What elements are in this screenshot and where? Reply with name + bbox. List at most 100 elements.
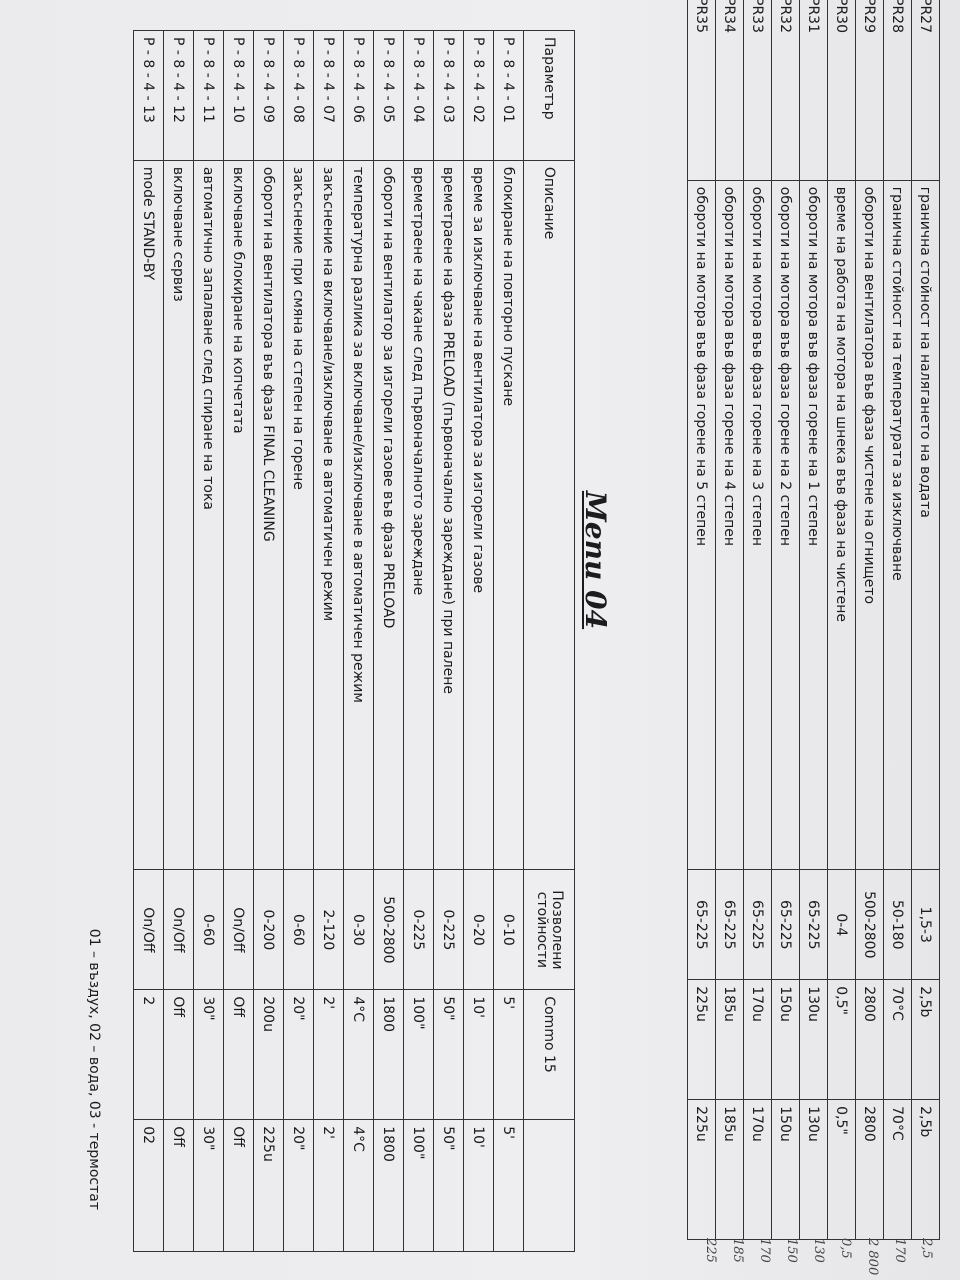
commo-15-cell: 4°C (343, 989, 374, 1120)
commo-15-cell: 1800 (373, 989, 404, 1120)
table-row: P - 8 - 4 - 04 времетраене на чакане след… (403, 30, 434, 1252)
allowed-values-cell: On/Off (133, 869, 164, 990)
table-row: P - 8 - 4 - 01 блокиране на повторно пуск… (493, 30, 524, 1252)
parameter-cell: P - 8 - 4 - 11 (193, 30, 224, 161)
value-cell: 2800 (855, 979, 884, 1100)
parameter-cell: P - 8 - 4 - 13 (133, 30, 164, 161)
description-cell: закъснение на включване/изключване в авт… (313, 160, 344, 870)
table-row: P - 8 - 4 - 11 автоматично запалване след… (193, 30, 224, 1252)
value-cell: 70°C (883, 979, 912, 1100)
allowed-values-cell: 0-20 (463, 869, 494, 990)
allowed-values-cell: 0-60 (193, 869, 224, 990)
extra-value-cell: 10' (463, 1119, 494, 1252)
table-row: P - 8 - 4 - 02 време за изключване на вен… (463, 30, 494, 1252)
parameter-cell: P - 8 - 4 - 10 (223, 30, 254, 161)
commo-15-cell: 200u (253, 989, 284, 1120)
header-description: Описание (523, 160, 575, 870)
handwritten-note: 2,5 (919, 1238, 934, 1259)
value-cell: 170u (743, 979, 772, 1100)
allowed-values-cell: 0-225 (403, 869, 434, 990)
value-cell-2: 130u (799, 1099, 828, 1240)
parameter-cell: PR33 (743, 0, 772, 181)
description-cell: обороти на мотора във фаза горене на 5 с… (687, 180, 716, 870)
value-cell-2: 2,5b (911, 1099, 940, 1240)
parameter-cell: P - 8 - 4 - 08 (283, 30, 314, 161)
header-commo-15: Commo 15 (523, 989, 575, 1120)
parameter-cell: P - 8 - 4 - 02 (463, 30, 494, 161)
upper-parameter-table: PR27 гранична стойност на налягането на в… (687, 0, 940, 1240)
extra-value-cell: 5' (493, 1119, 524, 1252)
value-cell: 150u (771, 979, 800, 1100)
allowed-values-cell: 0-10 (493, 869, 524, 990)
parameter-cell: P - 8 - 4 - 05 (373, 30, 404, 161)
description-cell: обороти на вентилатора във фаза FINAL CL… (253, 160, 284, 870)
table-row: PR27 гранична стойност на налягането на в… (911, 0, 940, 1240)
extra-value-cell: 1800 (373, 1119, 404, 1252)
header-extra (523, 1119, 575, 1252)
range-cell: 65-225 (771, 869, 800, 980)
range-cell: 65-225 (743, 869, 772, 980)
description-cell: обороти на мотора във фаза горене на 4 с… (715, 180, 744, 870)
range-cell: 65-225 (715, 869, 744, 980)
header-parameter: Параметър (523, 30, 575, 161)
description-cell: гранична стойност на температурата за из… (883, 180, 912, 870)
handwritten-note: 2 800 (865, 1238, 880, 1276)
value-cell: 130u (799, 979, 828, 1100)
table-row: PR30 време на работа на мотора на шнека в… (827, 0, 856, 1240)
handwritten-note: 170 (892, 1238, 907, 1263)
allowed-values-cell: 0-200 (253, 869, 284, 990)
value-cell: 0,5" (827, 979, 856, 1100)
parameter-cell: PR34 (715, 0, 744, 181)
range-cell: 65-225 (687, 869, 716, 980)
extra-value-cell: 225u (253, 1119, 284, 1252)
range-cell: 50-180 (883, 869, 912, 980)
description-cell: mode STAND-BY (133, 160, 164, 870)
parameter-cell: PR31 (799, 0, 828, 181)
description-cell: обороти на вентилатор за изгорели газове… (373, 160, 404, 870)
footer-legend: 01 – въздух, 02 – вода, 03 - термостат (86, 928, 102, 1210)
handwritten-note: 150 (784, 1238, 799, 1263)
range-cell: 65-225 (799, 869, 828, 980)
extra-value-cell: 2' (313, 1119, 344, 1252)
table-row: P - 8 - 4 - 05 обороти на вентилатор за и… (373, 30, 404, 1252)
description-cell: време за изключване на вентилатора за из… (463, 160, 494, 870)
value-cell-2: 70°C (883, 1099, 912, 1240)
parameter-cell: P - 8 - 4 - 06 (343, 30, 374, 161)
value-cell-2: 225u (687, 1099, 716, 1240)
parameter-cell: P - 8 - 4 - 09 (253, 30, 284, 161)
parameter-cell: P - 8 - 4 - 01 (493, 30, 524, 161)
parameter-cell: PR29 (855, 0, 884, 181)
handwritten-note: 185 (730, 1238, 745, 1263)
commo-15-cell: 100" (403, 989, 434, 1120)
allowed-values-cell: 2-120 (313, 869, 344, 990)
parameter-cell: PR28 (883, 0, 912, 181)
handwritten-notes: 2,5 170 2 800 0,5 130 150 170 185 225 (697, 1238, 940, 1275)
extra-value-cell: 4°C (343, 1119, 374, 1252)
value-cell: 225u (687, 979, 716, 1100)
table-row: P - 8 - 4 - 09 обороти на вентилатора във… (253, 30, 284, 1252)
allowed-values-cell: On/Off (223, 869, 254, 990)
value-cell: 185u (715, 979, 744, 1100)
menu-title: Menu 04 (579, 490, 612, 630)
description-cell: включване блокиране на копчетата (223, 160, 254, 870)
table-row: P - 8 - 4 - 08 закъснение при смяна на ст… (283, 30, 314, 1252)
description-cell: закъснение при смяна на степен на горене (283, 160, 314, 870)
table-row: PR34 обороти на мотора във фаза горене на… (715, 0, 744, 1240)
description-cell: температурна разлика за включване/изключ… (343, 160, 374, 870)
value-cell-2: 150u (771, 1099, 800, 1240)
table-row: P - 8 - 4 - 03 времетраене на фаза PRELOA… (433, 30, 464, 1252)
allowed-values-cell: 0-225 (433, 869, 464, 990)
parameter-cell: P - 8 - 4 - 07 (313, 30, 344, 161)
commo-15-cell: 2 (133, 989, 164, 1120)
table-row: P - 8 - 4 - 13 mode STAND-BY On/Off 2 02 (133, 30, 164, 1252)
table-row: PR31 обороти на мотора във фаза горене на… (799, 0, 828, 1240)
commo-15-cell: 2' (313, 989, 344, 1120)
commo-15-cell: 5' (493, 989, 524, 1120)
header-allowed-values: Позволени стойности (523, 869, 575, 990)
value-cell-2: 170u (743, 1099, 772, 1240)
allowed-values-cell: On/Off (163, 869, 194, 990)
value-cell-2: 185u (715, 1099, 744, 1240)
table-header-row: Параметър Описание Позволени стойности C… (523, 30, 575, 1252)
extra-value-cell: Off (163, 1119, 194, 1252)
range-cell: 0-4 (827, 869, 856, 980)
